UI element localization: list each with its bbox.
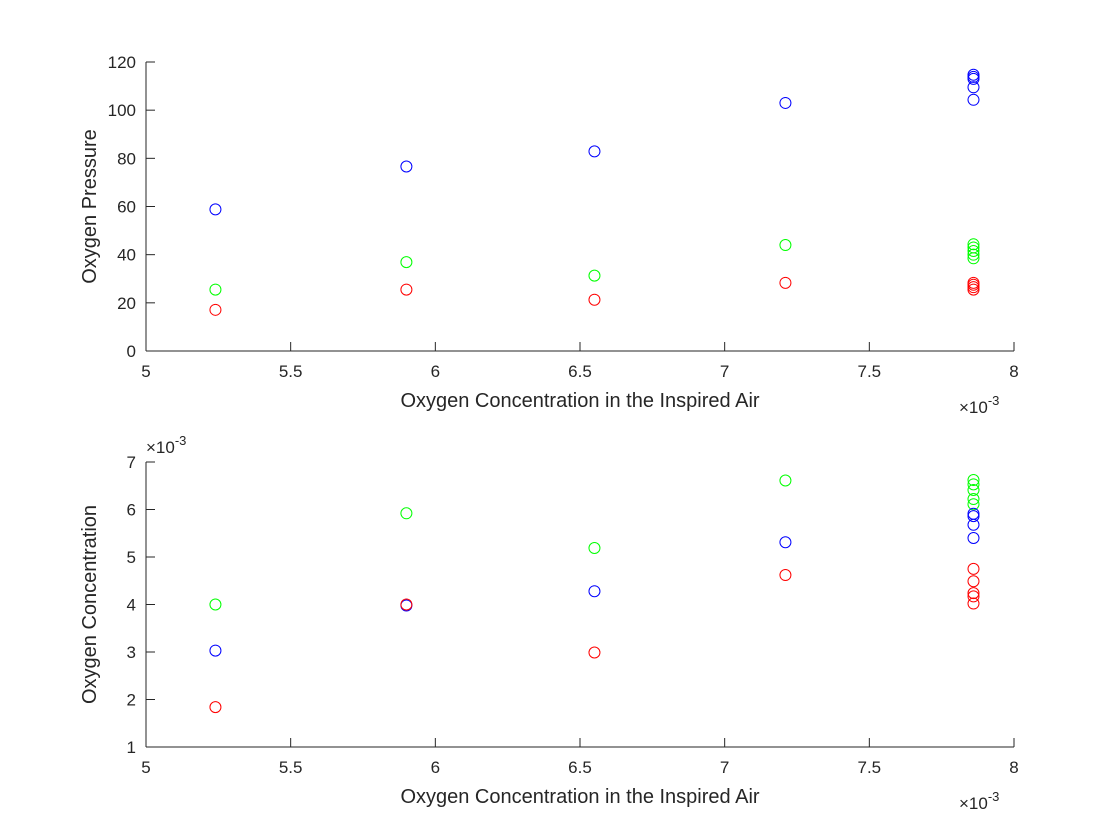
x-exponent-power: -3 [988, 393, 1000, 408]
data-point [967, 510, 980, 523]
x-tick-label: 6 [431, 362, 440, 381]
data-point [779, 536, 792, 549]
y-axis-label: Oxygen Pressure [79, 129, 101, 284]
x-exponent-label: ×10-3 [959, 789, 999, 813]
data-point [400, 160, 413, 173]
x-axis-label: Oxygen Concentration in the Inspired Air [400, 390, 759, 412]
data-point [779, 474, 792, 487]
data-point [967, 493, 980, 506]
y-tick-label: 20 [117, 294, 136, 313]
x-tick-label: 7 [720, 758, 729, 777]
x-tick-label: 5 [141, 362, 150, 381]
series-2 [209, 562, 980, 714]
data-point [967, 245, 980, 258]
y-exponent-base: ×10 [146, 438, 175, 457]
data-point [779, 276, 792, 289]
x-tick-label: 8 [1009, 758, 1018, 777]
data-point [967, 283, 980, 296]
x-tick-label: 5.5 [279, 758, 303, 777]
data-point [967, 498, 980, 511]
data-point [967, 587, 980, 600]
x-tick-label: 8 [1009, 362, 1018, 381]
y-tick-label: 2 [127, 691, 136, 710]
y-tick-label: 4 [127, 596, 136, 615]
data-point [967, 597, 980, 610]
series-0 [209, 474, 980, 611]
y-tick-label: 120 [108, 53, 136, 72]
data-point [967, 474, 980, 487]
y-exponent-power: -3 [175, 433, 187, 448]
x-axis-label: Oxygen Concentration in the Inspired Air [400, 786, 759, 808]
data-point [209, 598, 222, 611]
x-tick-label: 5.5 [279, 362, 303, 381]
x-tick-label: 6.5 [568, 758, 592, 777]
data-point [588, 293, 601, 306]
data-point [588, 541, 601, 554]
data-point [967, 507, 980, 520]
data-point [967, 478, 980, 491]
data-point [588, 145, 601, 158]
data-point [967, 532, 980, 544]
data-point [588, 585, 601, 598]
data-point [967, 238, 980, 251]
data-point [967, 241, 980, 254]
series-1 [209, 238, 980, 296]
data-point [209, 283, 222, 296]
y-tick-label: 80 [117, 149, 136, 168]
y-tick-label: 5 [127, 548, 136, 567]
x-exponent-power: -3 [988, 789, 1000, 804]
x-tick-label: 5 [141, 758, 150, 777]
data-point [967, 484, 980, 497]
y-tick-label: 0 [127, 342, 136, 361]
data-point [967, 590, 980, 603]
series-2 [209, 276, 980, 316]
data-point [400, 283, 413, 296]
y-exponent-label: ×10-3 [146, 433, 186, 457]
data-point [779, 239, 792, 252]
x-exponent-base: ×10 [959, 398, 988, 417]
y-tick-label: 60 [117, 198, 136, 217]
data-point [400, 256, 413, 269]
data-point [967, 93, 980, 106]
data-point [779, 569, 792, 582]
x-exponent-label: ×10-3 [959, 393, 999, 417]
y-tick-label: 3 [127, 643, 136, 662]
data-point [400, 599, 413, 612]
data-point [967, 81, 980, 94]
data-point [967, 276, 980, 289]
x-tick-label: 7.5 [858, 758, 882, 777]
data-point [967, 575, 980, 588]
x-tick-label: 6 [431, 758, 440, 777]
y-tick-label: 7 [127, 453, 136, 472]
data-point [967, 248, 980, 261]
y-tick-label: 1 [127, 738, 136, 757]
x-tick-label: 7 [720, 362, 729, 381]
series-1 [209, 507, 980, 657]
y-axis-label: Oxygen Concentration [79, 505, 101, 704]
y-tick-label: 6 [127, 501, 136, 520]
bottom-scatter-plot: 5 5.5 6 6.5 7 7.5 8 1 2 3 4 5 6 7 Oxygen Concentration… [79, 433, 1019, 813]
x-tick-label: 6.5 [568, 362, 592, 381]
data-point [967, 562, 980, 575]
data-point [967, 68, 980, 81]
y-tick-label: 100 [108, 101, 136, 120]
data-point [209, 701, 222, 714]
series-0 [209, 68, 980, 216]
data-point [209, 303, 222, 316]
x-exponent-base: ×10 [959, 794, 988, 813]
data-point [967, 518, 980, 531]
data-point [779, 96, 792, 109]
data-point [209, 203, 222, 216]
data-point [588, 646, 601, 659]
data-point [967, 281, 980, 294]
x-tick-label: 7.5 [858, 362, 882, 381]
data-point [209, 644, 222, 657]
data-point [400, 598, 413, 611]
data-point [588, 269, 601, 282]
y-tick-label: 40 [117, 246, 136, 265]
data-point [400, 507, 413, 520]
